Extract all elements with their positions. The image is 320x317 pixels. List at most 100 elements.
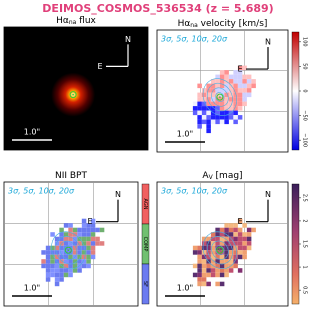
pixel bbox=[197, 277, 202, 282]
contour bbox=[63, 245, 73, 256]
pixel bbox=[206, 250, 211, 255]
pixel bbox=[237, 83, 243, 89]
contour bbox=[206, 236, 233, 265]
center-dot bbox=[67, 249, 70, 251]
pixel bbox=[90, 227, 96, 233]
pixel bbox=[210, 79, 216, 84]
pixel bbox=[201, 263, 207, 269]
pixel bbox=[50, 232, 55, 237]
pixel bbox=[242, 65, 247, 71]
pixel bbox=[201, 245, 207, 251]
pixel bbox=[201, 115, 207, 120]
pixel bbox=[215, 272, 220, 278]
pixel bbox=[246, 245, 252, 251]
pixel bbox=[90, 236, 96, 242]
pixel bbox=[242, 254, 247, 260]
center-dot bbox=[219, 96, 221, 98]
pixel bbox=[197, 106, 202, 111]
pixel bbox=[206, 97, 211, 102]
pixel bbox=[50, 250, 55, 255]
center-dot bbox=[219, 249, 221, 251]
scale-label: 1.0" bbox=[24, 284, 40, 293]
pixel bbox=[201, 119, 207, 125]
pixel bbox=[201, 92, 207, 98]
pixel bbox=[72, 245, 78, 251]
pixel bbox=[233, 227, 238, 233]
pixel bbox=[246, 227, 252, 233]
pixel bbox=[210, 254, 216, 260]
pixel bbox=[237, 218, 243, 224]
pixel bbox=[77, 268, 82, 273]
pixel bbox=[206, 281, 211, 287]
pixel bbox=[219, 79, 225, 84]
pixel bbox=[63, 232, 69, 237]
pixel bbox=[90, 250, 96, 255]
pixel bbox=[201, 236, 207, 242]
pixel bbox=[81, 223, 87, 228]
pixel bbox=[224, 241, 229, 246]
pixel bbox=[41, 250, 46, 255]
pixel bbox=[233, 92, 238, 98]
pixel bbox=[197, 259, 202, 264]
pixel bbox=[228, 106, 234, 111]
pixel bbox=[210, 232, 216, 237]
pixel bbox=[86, 250, 91, 255]
pixel bbox=[237, 88, 243, 93]
pixel bbox=[192, 250, 198, 255]
pixel bbox=[219, 232, 225, 237]
pixel bbox=[233, 83, 238, 89]
pixel bbox=[99, 227, 105, 233]
pixel bbox=[197, 250, 202, 255]
pixel bbox=[219, 88, 225, 93]
pixel bbox=[242, 245, 247, 251]
pixel bbox=[77, 254, 82, 260]
pixel bbox=[192, 106, 198, 111]
pixel bbox=[237, 92, 243, 98]
pixel bbox=[50, 245, 55, 251]
pixel bbox=[197, 97, 202, 102]
pixel bbox=[242, 236, 247, 242]
pixel bbox=[206, 101, 211, 107]
pixel bbox=[233, 74, 238, 80]
pixel bbox=[246, 92, 252, 98]
title-part: A bbox=[202, 171, 209, 181]
pixel bbox=[215, 115, 220, 120]
pixel bbox=[215, 227, 220, 233]
pixel bbox=[224, 259, 229, 264]
colorbar-segment bbox=[141, 263, 150, 305]
contour-legend: 3σ, 5σ, 10σ, 20σ bbox=[161, 35, 228, 44]
pixel bbox=[251, 83, 256, 89]
pixel bbox=[215, 88, 220, 93]
colorbar-label: COMP bbox=[142, 237, 148, 252]
pixel bbox=[224, 74, 229, 80]
pixel bbox=[219, 110, 225, 116]
pixel bbox=[233, 79, 238, 84]
pixel bbox=[228, 241, 234, 246]
pixel bbox=[215, 106, 220, 111]
pixel bbox=[215, 119, 220, 125]
pixel bbox=[215, 83, 220, 89]
pixel bbox=[63, 241, 69, 246]
pixel bbox=[95, 227, 100, 233]
pixel bbox=[242, 92, 247, 98]
pixel bbox=[215, 254, 220, 260]
pixel bbox=[228, 254, 234, 260]
pixel bbox=[210, 236, 216, 242]
pixel bbox=[242, 83, 247, 89]
pixel bbox=[81, 245, 87, 251]
center-marker bbox=[216, 246, 224, 254]
pixel bbox=[81, 232, 87, 237]
pixel bbox=[72, 250, 78, 255]
colorbar-tick-label: 2.5 bbox=[302, 194, 308, 202]
pixel bbox=[215, 232, 220, 237]
pixel bbox=[81, 236, 87, 242]
pixel bbox=[206, 115, 211, 120]
title-part: V bbox=[209, 174, 214, 181]
contour bbox=[211, 240, 229, 260]
pixel bbox=[90, 254, 96, 260]
pixel bbox=[237, 115, 243, 120]
pixel bbox=[224, 223, 229, 228]
pixel bbox=[63, 263, 69, 269]
pixel bbox=[224, 70, 229, 75]
pixel bbox=[197, 263, 202, 269]
